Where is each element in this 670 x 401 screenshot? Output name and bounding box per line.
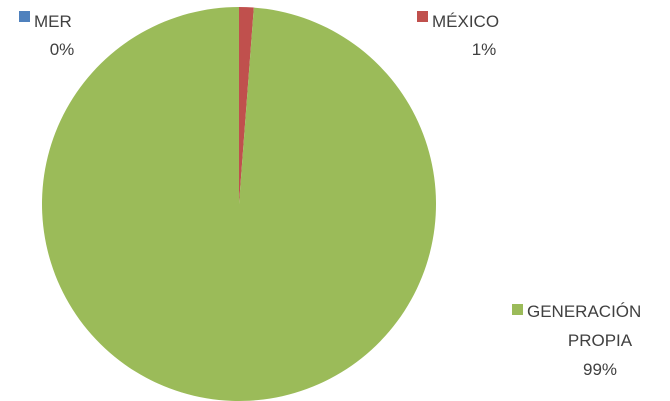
pie-slice-mexico (239, 7, 254, 204)
data-label-name-mer: MER (34, 12, 72, 31)
label-marker-generacion-propia (512, 304, 523, 315)
data-label-value-generacion-propia: 99% (583, 360, 617, 379)
pie-slices (41, 7, 437, 401)
data-label-value-mer: 0% (50, 40, 75, 59)
label-marker-mer (19, 11, 30, 22)
data-label-value-mexico: 1% (472, 40, 497, 59)
label-marker-mexico (417, 11, 428, 22)
data-label-name-generacion-propia: PROPIA (568, 331, 633, 350)
data-labels: MER 0% MÉXICO 1% GENERACIÓN PROPIA 99% (19, 11, 641, 379)
data-label-name-generacion-propia: GENERACIÓN (527, 302, 641, 321)
data-label-name-mexico: MÉXICO (432, 12, 499, 31)
pie-slice-generacion-propia (41, 7, 437, 401)
